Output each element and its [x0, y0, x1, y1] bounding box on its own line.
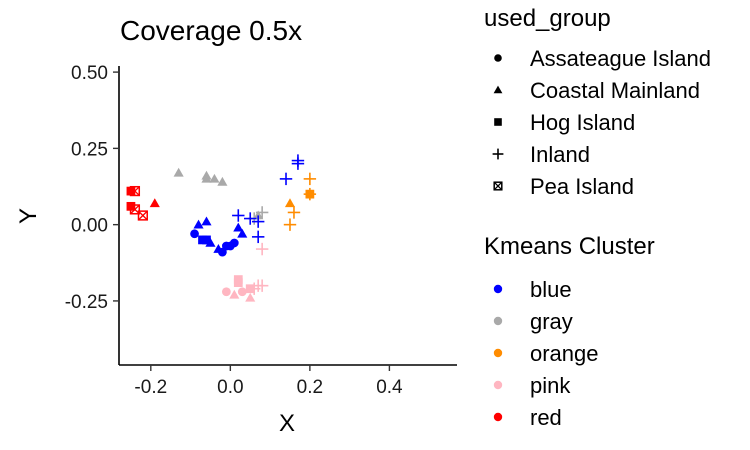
data-point-pink-plus — [255, 279, 269, 292]
data-point-blue-triangle — [233, 222, 244, 232]
data-point-blue-plus — [251, 230, 265, 244]
x-tick-label: 0.4 — [376, 377, 403, 398]
x-tick-label: -0.2 — [134, 377, 167, 398]
data-point-pink-square — [233, 278, 243, 287]
x-ticks: -0.2 0.0 0.2 0.4 — [134, 365, 403, 398]
legend-key-pink — [493, 380, 503, 390]
x-tick-label: 0.0 — [217, 377, 243, 398]
data-point-orange-square — [305, 189, 315, 199]
data-point-pink-circle — [221, 287, 231, 297]
data-points — [126, 154, 317, 302]
data-point-gray-triangle — [201, 173, 212, 183]
y-tick-label: 0.00 — [71, 216, 108, 237]
color-legend-label: red — [530, 405, 562, 430]
y-tick-label: 0.25 — [71, 139, 108, 160]
data-point-blue-triangle — [201, 216, 212, 226]
x-axis-title: X — [279, 410, 295, 437]
legend-key-red — [493, 412, 503, 422]
data-point-orange-triangle — [284, 198, 296, 208]
color-legend-label: gray — [530, 309, 573, 334]
legend-key-circle — [494, 54, 502, 62]
color-legend-title: Kmeans Cluster — [484, 233, 655, 260]
legend-key-square — [494, 118, 502, 126]
data-point-pink-circle — [237, 287, 247, 297]
color-legend-label: orange — [530, 341, 599, 366]
data-point-red-boxed-x — [137, 210, 148, 221]
data-point-blue-square — [202, 235, 211, 245]
data-point-pink-triangle — [245, 292, 256, 302]
legend-key-plus — [492, 148, 504, 160]
legend-key-gray — [493, 316, 503, 326]
data-point-blue-plus — [244, 212, 257, 225]
shape-legend-label: Coastal Mainland — [530, 78, 700, 103]
axes — [118, 66, 457, 366]
data-point-blue-plus — [279, 172, 293, 186]
data-point-blue-plus — [232, 209, 245, 222]
legend-key-orange — [493, 348, 503, 358]
color-legend-label: blue — [530, 277, 572, 302]
data-point-blue-circle — [190, 229, 199, 239]
data-point-orange-plus — [303, 172, 317, 186]
legend-key-triangle — [493, 85, 503, 94]
data-point-gray-triangle — [173, 167, 184, 177]
data-point-gray-triangle — [253, 210, 264, 220]
color-legend-label: pink — [530, 373, 571, 398]
y-tick-label: 0.50 — [71, 63, 108, 84]
data-point-gray-triangle — [209, 173, 220, 183]
color-legend: Kmeans Cluster blue gray orange pink red — [484, 233, 655, 430]
data-point-orange-plus — [287, 206, 301, 219]
shape-legend-label: Inland — [530, 142, 590, 167]
data-point-blue-plus — [251, 215, 265, 228]
shape-legend-title: used_group — [484, 5, 611, 32]
y-axis-title: Y — [15, 208, 42, 224]
data-point-pink-plus — [255, 242, 269, 256]
legend-key-blue — [493, 284, 503, 294]
data-point-pink-square — [245, 284, 255, 294]
shape-legend-label: Pea Island — [530, 174, 634, 199]
data-point-blue-circle — [229, 238, 239, 248]
data-point-blue-triangle — [237, 228, 248, 238]
chart-title: Coverage 0.5x — [120, 15, 302, 46]
legend-key-boxed-x — [493, 181, 503, 191]
shape-legend-label: Assateague Island — [530, 46, 711, 71]
data-point-red-triangle — [149, 198, 160, 208]
shape-legend-label: Hog Island — [530, 110, 635, 135]
data-point-blue-triangle — [193, 219, 204, 229]
data-point-orange-plus — [283, 218, 297, 231]
y-ticks: 0.50 0.25 0.00 -0.25 — [65, 63, 119, 313]
data-point-blue-plus — [291, 157, 305, 170]
shape-legend: used_group Assateague Island Coastal Main… — [484, 5, 711, 199]
data-point-red-boxed-x — [129, 185, 141, 197]
data-point-blue-triangle — [205, 237, 216, 247]
data-point-pink-triangle — [229, 289, 240, 299]
data-point-gray-plus — [255, 206, 269, 219]
x-tick-label: 0.2 — [297, 377, 323, 398]
data-point-gray-triangle — [217, 176, 228, 186]
y-tick-label: -0.25 — [65, 292, 108, 313]
